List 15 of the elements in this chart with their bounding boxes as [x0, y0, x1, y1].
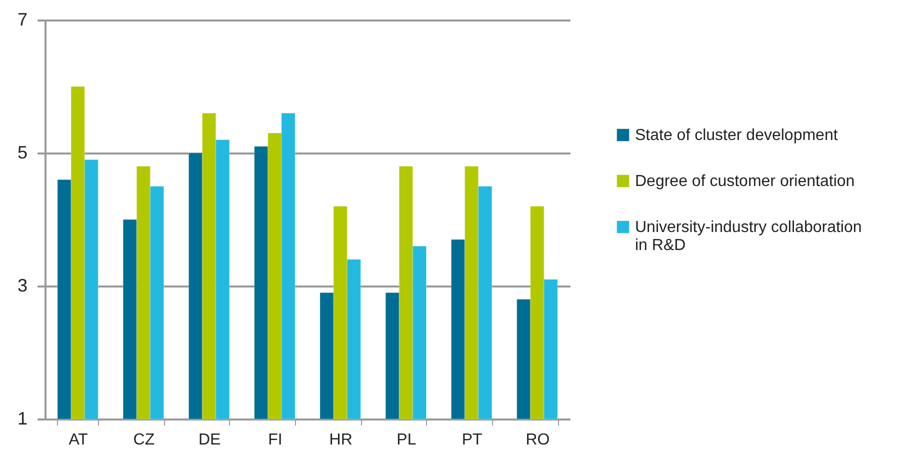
legend-label: University-industry collaboration in R&D	[635, 219, 862, 254]
x-tick-label: FI	[268, 432, 282, 448]
legend-label: Degree of customer orientation	[635, 173, 855, 190]
x-tick-label: CZ	[133, 432, 155, 448]
x-tick-label: PL	[396, 432, 416, 448]
x-tick-label: RO	[526, 432, 550, 448]
x-tick-label: DE	[198, 432, 221, 448]
x-tick-label: PT	[462, 432, 483, 448]
y-tick-label: 5	[17, 142, 28, 162]
y-tick-label: 1	[17, 408, 28, 428]
y-tick-label: 3	[17, 276, 28, 296]
x-tick-label: AT	[68, 432, 88, 448]
x-tick-label: HR	[329, 432, 352, 448]
y-tick-label: 7	[17, 10, 28, 30]
legend-label: State of cluster development	[635, 127, 838, 144]
